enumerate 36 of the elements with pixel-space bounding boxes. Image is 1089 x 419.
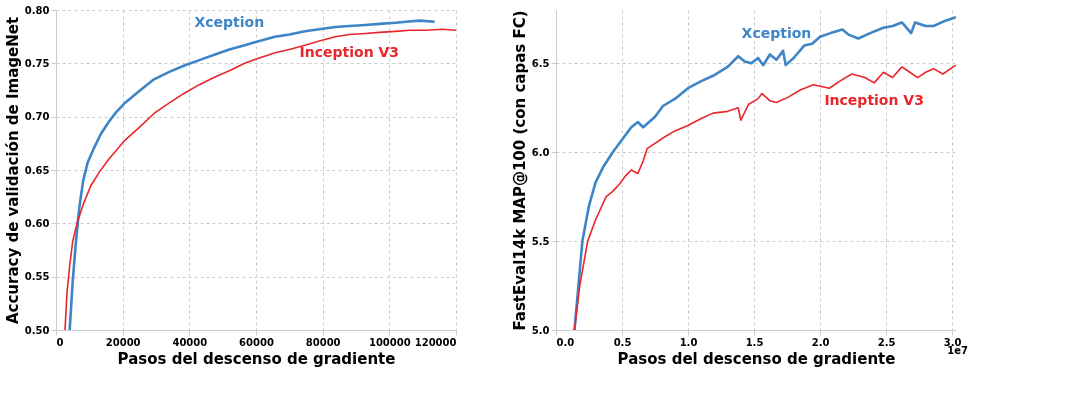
y-tick-label: 0.55 (24, 271, 50, 283)
y-tick-label: 0.70 (24, 111, 50, 123)
y-tick-label: 6.0 (531, 146, 550, 158)
line-series (573, 15, 956, 330)
text: 1e7 (947, 345, 969, 356)
x-tick-label: 40000 (172, 336, 208, 348)
line-series (573, 64, 956, 330)
y-tick-label: 0.50 (24, 324, 50, 336)
x-tick-label: 0.0 (556, 336, 575, 348)
y-tick-label: 0.75 (24, 57, 50, 69)
x-tick-label: 100000 (368, 336, 411, 348)
x-tick-label: 1.5 (745, 336, 764, 348)
x-tick-label: 60000 (239, 336, 274, 348)
y-tick-label: 5.0 (531, 324, 550, 336)
x-tick-label: 80000 (305, 336, 341, 348)
y-tick-label: 5.5 (531, 235, 550, 247)
y-tick-label: 0.80 (24, 4, 50, 16)
y-axis-title: Accuracy de validación de ImageNet (3, 16, 22, 325)
y-tick-label: 0.60 (24, 217, 50, 229)
y-tick-label: 0.65 (24, 164, 50, 176)
x-tick-label: 0 (56, 336, 64, 348)
x-tick-label: 20000 (105, 336, 141, 348)
y-tick-label: 6.5 (531, 57, 550, 69)
x-tick-label: 1.0 (679, 336, 698, 348)
series-label: Inception V3 (824, 91, 924, 108)
x-tick-label: 3.0 (943, 336, 962, 348)
series-label: Inception V3 (299, 43, 400, 60)
y-axis-title: FastEval14k MAP@100 (con capas FC) (510, 10, 529, 331)
x-axis-title: Pasos del descenso de gradiente (617, 349, 896, 368)
x-tick-label: 0.5 (613, 336, 632, 348)
x-tick-label: 2.0 (811, 336, 830, 348)
x-tick-label: 120000 (414, 336, 457, 348)
series-label: Xception (741, 24, 812, 41)
x-axis-title: Pasos del descenso de gradiente (117, 349, 396, 368)
series-label: Xception (194, 14, 265, 31)
x-tick-label: 2.5 (877, 336, 896, 348)
